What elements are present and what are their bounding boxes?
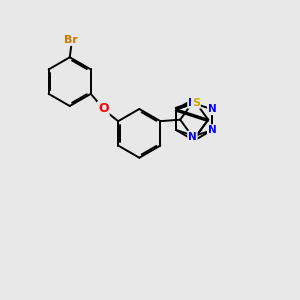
Text: N: N: [188, 98, 197, 108]
Text: N: N: [188, 131, 197, 142]
Text: S: S: [192, 98, 200, 108]
Text: O: O: [98, 102, 109, 115]
Text: Br: Br: [64, 35, 78, 45]
Text: N: N: [208, 125, 217, 135]
Text: N: N: [208, 104, 217, 114]
